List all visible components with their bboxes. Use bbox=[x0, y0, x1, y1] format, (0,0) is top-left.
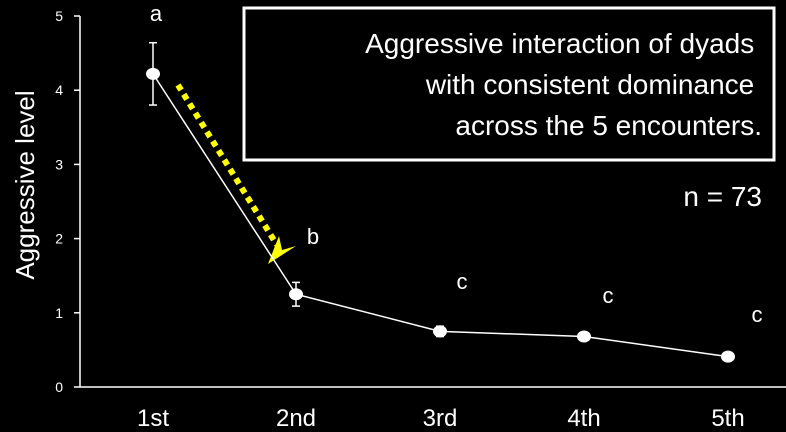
y-ticks: 0 1 2 3 4 5 bbox=[55, 8, 80, 395]
x-tick-label: 3rd bbox=[423, 405, 458, 432]
x-tick-label: 4th bbox=[567, 405, 600, 432]
data-point bbox=[721, 350, 735, 363]
data-point bbox=[577, 330, 591, 343]
x-tick-label: 5th bbox=[711, 405, 744, 432]
chart-title: Aggressive interaction of dyads with con… bbox=[365, 28, 762, 141]
y-tick-label: 2 bbox=[55, 231, 63, 247]
data-point bbox=[433, 325, 447, 338]
significance-letters: a b c c c bbox=[150, 1, 763, 327]
title-line-1: Aggressive interaction of dyads bbox=[365, 28, 754, 59]
significance-letter: a bbox=[150, 1, 163, 26]
y-tick-label: 0 bbox=[55, 379, 63, 395]
sample-size-label: n = 73 bbox=[683, 181, 762, 212]
title-line-2: with consistent dominance bbox=[425, 69, 754, 100]
significance-letter: c bbox=[752, 302, 763, 327]
x-tick-label: 1st bbox=[137, 405, 169, 432]
significance-letter: c bbox=[603, 283, 614, 308]
significance-letter: b bbox=[307, 224, 319, 249]
x-tick-label: 2nd bbox=[276, 405, 316, 432]
arrow-head bbox=[268, 236, 296, 264]
data-point bbox=[289, 288, 303, 301]
y-tick-label: 3 bbox=[55, 156, 63, 172]
series-layer bbox=[146, 41, 735, 363]
y-tick-label: 1 bbox=[55, 305, 63, 321]
trend-arrow bbox=[175, 83, 296, 264]
x-ticks: 1st 2nd 3rd 4th 5th bbox=[137, 405, 745, 432]
y-axis-label: Aggressive level bbox=[10, 90, 40, 279]
title-box bbox=[242, 6, 776, 162]
title-line-3: across the 5 encounters. bbox=[455, 110, 762, 141]
significance-letter: c bbox=[457, 269, 468, 294]
y-tick-label: 5 bbox=[55, 8, 63, 24]
y-tick-label: 4 bbox=[55, 82, 63, 98]
data-point bbox=[146, 67, 160, 80]
